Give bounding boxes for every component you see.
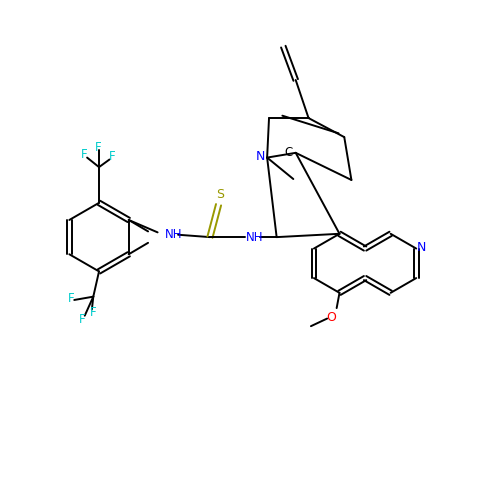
Text: F: F xyxy=(90,306,97,319)
Text: N: N xyxy=(255,150,265,163)
Text: O: O xyxy=(326,311,336,324)
Text: N: N xyxy=(417,241,427,254)
Text: C: C xyxy=(285,146,293,160)
Text: F: F xyxy=(79,312,86,326)
Text: F: F xyxy=(80,148,87,161)
Text: NH: NH xyxy=(165,228,182,241)
Text: F: F xyxy=(109,150,115,163)
Text: F: F xyxy=(68,292,75,305)
Text: F: F xyxy=(95,141,102,154)
Text: S: S xyxy=(216,188,224,201)
Text: NH: NH xyxy=(246,230,263,244)
